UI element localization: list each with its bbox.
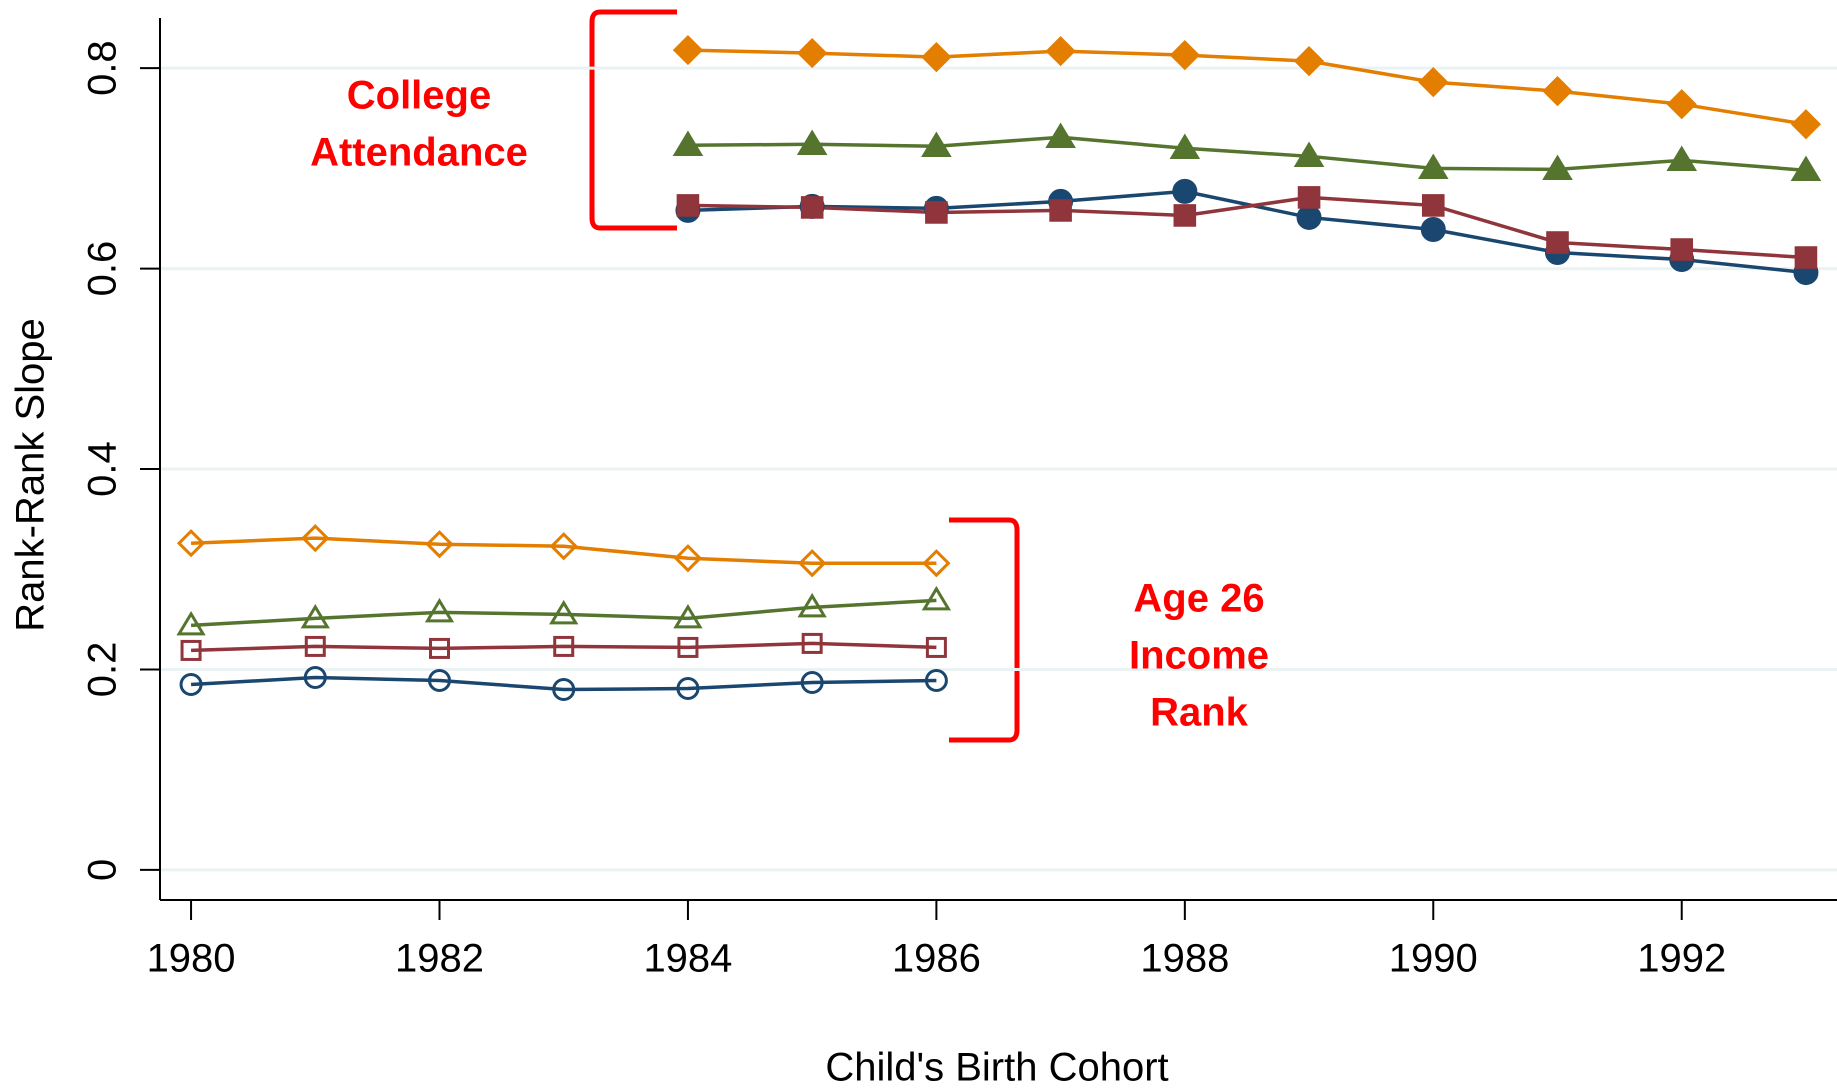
x-tick-label: 1992 <box>1637 937 1726 981</box>
point <box>1542 76 1573 107</box>
point <box>549 532 578 561</box>
point <box>921 585 952 611</box>
point <box>1297 186 1321 209</box>
x-tick-label: 1990 <box>1389 937 1478 981</box>
series-line <box>190 675 937 692</box>
point <box>677 636 699 658</box>
point <box>428 669 451 693</box>
annotation: Income <box>1129 634 1269 678</box>
point <box>924 669 948 693</box>
annotation: Rank <box>1150 691 1249 735</box>
point <box>797 37 828 69</box>
x-tick-label: 1984 <box>643 937 732 981</box>
y-axis-title: Rank-Rank Slope <box>9 318 53 632</box>
annotation: Attendance <box>310 131 528 175</box>
point <box>424 597 455 623</box>
point <box>672 34 704 66</box>
point <box>179 673 203 697</box>
point <box>180 639 202 661</box>
point <box>925 636 947 658</box>
bracket <box>949 517 1020 743</box>
point <box>429 637 450 659</box>
point <box>1173 204 1197 227</box>
annotation: College <box>347 74 491 118</box>
series-line <box>190 641 937 653</box>
x-tick-label: 1988 <box>1140 937 1229 981</box>
point <box>1293 45 1325 77</box>
point <box>1790 109 1822 140</box>
annotation: Age 26 <box>1133 577 1264 621</box>
point <box>1049 199 1072 222</box>
point <box>553 635 575 657</box>
point <box>1293 141 1325 168</box>
point <box>798 549 827 578</box>
point <box>797 592 827 618</box>
point <box>921 131 952 157</box>
x-tick-label: 1980 <box>147 937 236 981</box>
point <box>925 201 948 224</box>
point <box>1420 216 1446 242</box>
point <box>176 610 206 636</box>
point <box>304 635 326 657</box>
point <box>301 524 330 553</box>
point <box>1169 133 1201 159</box>
point <box>921 41 952 73</box>
point <box>1546 231 1569 254</box>
series-line <box>687 135 1807 173</box>
x-axis-title: Child's Birth Cohort <box>825 1046 1168 1090</box>
x-tick-label: 1982 <box>395 937 484 981</box>
point <box>176 529 206 558</box>
point <box>300 603 330 629</box>
point <box>1790 155 1822 182</box>
series-line <box>190 536 937 565</box>
series-line <box>190 598 937 628</box>
point <box>800 671 824 695</box>
point <box>549 599 579 625</box>
point <box>676 677 700 701</box>
point <box>1794 246 1818 269</box>
point <box>552 678 576 702</box>
point <box>1172 178 1198 204</box>
x-tick-label: 1986 <box>892 937 981 981</box>
point <box>1666 145 1698 172</box>
series-line <box>687 48 1807 126</box>
y-tick-label: 0.2 <box>81 642 125 698</box>
point <box>1296 204 1322 230</box>
point <box>1666 89 1697 120</box>
point <box>676 194 700 217</box>
y-tick-label: 0.6 <box>81 241 125 297</box>
point <box>1670 238 1694 261</box>
point <box>1169 39 1200 71</box>
series-line <box>687 195 1807 260</box>
point <box>1417 153 1449 180</box>
point <box>796 129 828 155</box>
point <box>1542 154 1573 181</box>
point <box>1421 194 1445 217</box>
point <box>800 196 824 219</box>
point <box>801 632 823 654</box>
bracket <box>589 9 677 231</box>
point <box>673 544 703 573</box>
point <box>672 130 704 156</box>
y-tick-label: 0 <box>81 859 125 881</box>
point <box>1418 67 1449 98</box>
point <box>425 530 454 559</box>
point <box>673 603 703 629</box>
point <box>922 549 951 578</box>
y-tick-label: 0.8 <box>81 40 125 96</box>
series-line <box>687 189 1807 275</box>
point <box>1045 122 1076 148</box>
point <box>1045 35 1076 67</box>
y-tick-label: 0.4 <box>81 441 125 497</box>
point <box>303 665 327 689</box>
